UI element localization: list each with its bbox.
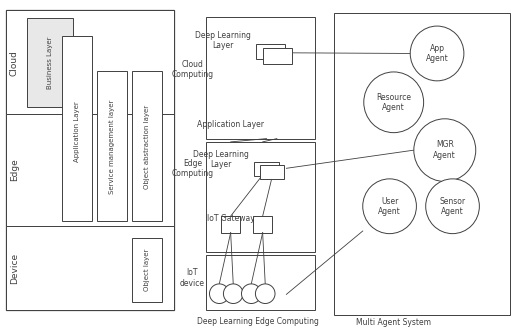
- Ellipse shape: [426, 179, 479, 234]
- Text: Application Layer: Application Layer: [74, 102, 80, 162]
- Text: Object abstraction layer: Object abstraction layer: [144, 105, 150, 189]
- Bar: [132, 71, 162, 221]
- Bar: [221, 216, 240, 233]
- Bar: [132, 238, 162, 302]
- Text: Resource
Agent: Resource Agent: [376, 93, 411, 112]
- Bar: [27, 18, 73, 107]
- Bar: [206, 142, 315, 252]
- Text: MGR
Agent: MGR Agent: [433, 141, 456, 160]
- Ellipse shape: [209, 284, 229, 304]
- Text: Device: Device: [10, 252, 19, 283]
- Text: Deep Learning
Layer: Deep Learning Layer: [193, 150, 249, 169]
- Bar: [6, 10, 174, 114]
- Bar: [6, 226, 174, 310]
- Text: Application Layer: Application Layer: [197, 120, 264, 129]
- Text: App
Agent: App Agent: [426, 44, 448, 63]
- Text: IoT Gateway: IoT Gateway: [207, 214, 254, 223]
- Ellipse shape: [255, 284, 275, 304]
- Text: Sensor
Agent: Sensor Agent: [440, 197, 465, 216]
- Text: Service management layer: Service management layer: [109, 100, 115, 194]
- Bar: [97, 71, 127, 221]
- Bar: [256, 44, 285, 59]
- Text: Deep Learning Edge Computing: Deep Learning Edge Computing: [197, 317, 319, 326]
- Text: Edge: Edge: [10, 159, 19, 181]
- Bar: [6, 114, 174, 226]
- Ellipse shape: [410, 26, 464, 81]
- Bar: [6, 10, 174, 310]
- Bar: [253, 216, 272, 233]
- Bar: [263, 48, 292, 64]
- Text: User
Agent: User Agent: [378, 197, 401, 216]
- Ellipse shape: [241, 284, 261, 304]
- Text: Multi Agent System: Multi Agent System: [356, 318, 431, 327]
- Bar: [206, 16, 315, 139]
- Ellipse shape: [363, 179, 416, 234]
- Bar: [254, 162, 279, 176]
- Bar: [62, 36, 92, 221]
- Bar: [334, 13, 510, 315]
- Text: Edge
Computing: Edge Computing: [171, 159, 214, 178]
- Bar: [206, 255, 315, 310]
- Ellipse shape: [364, 72, 424, 133]
- Text: Business Layer: Business Layer: [47, 36, 53, 89]
- Bar: [260, 165, 284, 179]
- Text: Cloud
Computing: Cloud Computing: [171, 60, 214, 79]
- Ellipse shape: [414, 119, 476, 182]
- Text: Deep Learning
Layer: Deep Learning Layer: [195, 31, 251, 50]
- Text: Cloud: Cloud: [10, 50, 19, 76]
- Ellipse shape: [223, 284, 243, 304]
- Text: IoT
device: IoT device: [180, 268, 205, 287]
- Text: Object layer: Object layer: [144, 249, 150, 291]
